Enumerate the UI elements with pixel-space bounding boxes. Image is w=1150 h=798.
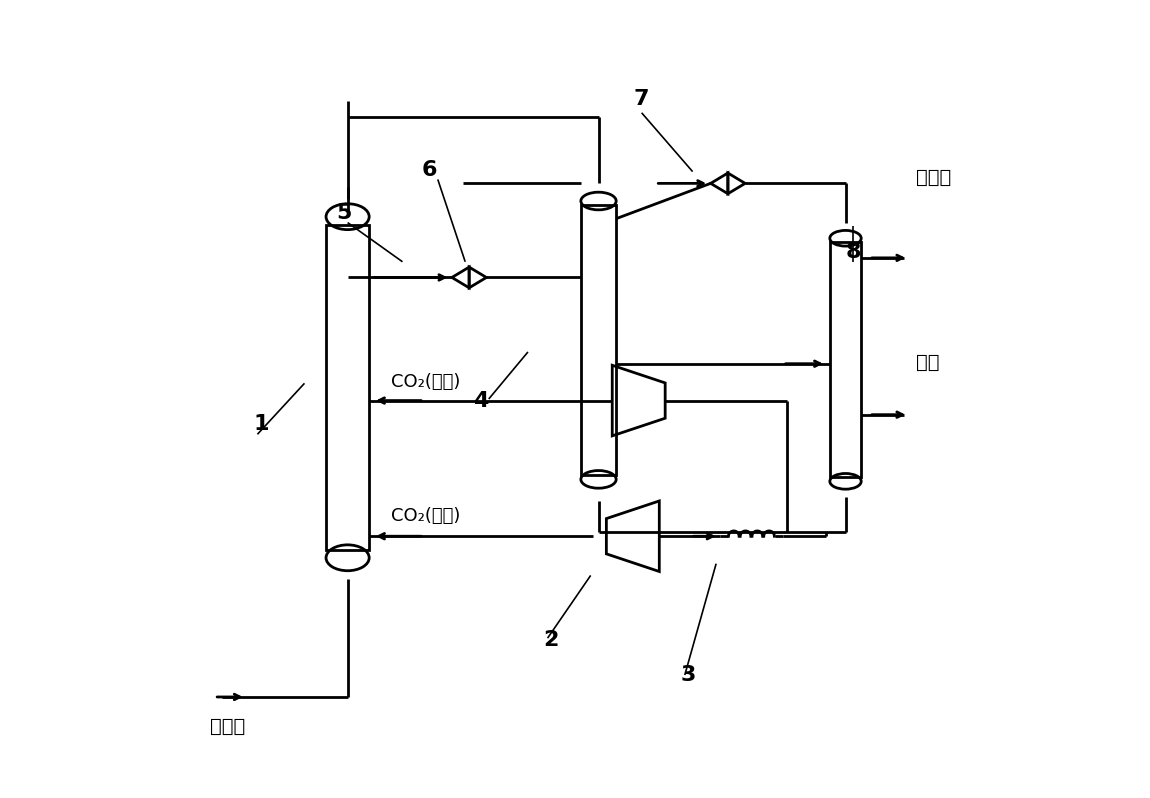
Text: 5: 5 <box>336 203 351 223</box>
Text: CO₂(液态): CO₂(液态) <box>391 373 460 391</box>
Text: 1: 1 <box>253 414 269 434</box>
Bar <box>327 224 369 550</box>
Text: 3: 3 <box>681 666 696 685</box>
Text: 7: 7 <box>634 89 650 109</box>
Text: 循环气: 循环气 <box>917 168 951 188</box>
Text: 4: 4 <box>473 391 489 411</box>
Text: CO₂(气态): CO₂(气态) <box>391 507 460 524</box>
Text: 液氨: 液氨 <box>917 353 940 372</box>
Bar <box>830 242 861 477</box>
Bar <box>581 205 616 476</box>
Text: 8: 8 <box>845 242 861 262</box>
Text: 6: 6 <box>422 160 438 180</box>
Text: 循环气: 循环气 <box>210 717 246 737</box>
Text: 2: 2 <box>544 630 559 650</box>
